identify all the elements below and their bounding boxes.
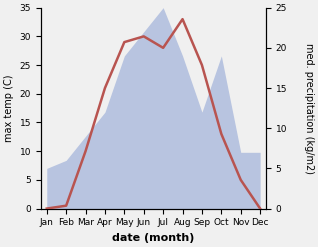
Y-axis label: max temp (C): max temp (C) (4, 74, 14, 142)
X-axis label: date (month): date (month) (112, 233, 195, 243)
Y-axis label: med. precipitation (kg/m2): med. precipitation (kg/m2) (304, 43, 314, 174)
